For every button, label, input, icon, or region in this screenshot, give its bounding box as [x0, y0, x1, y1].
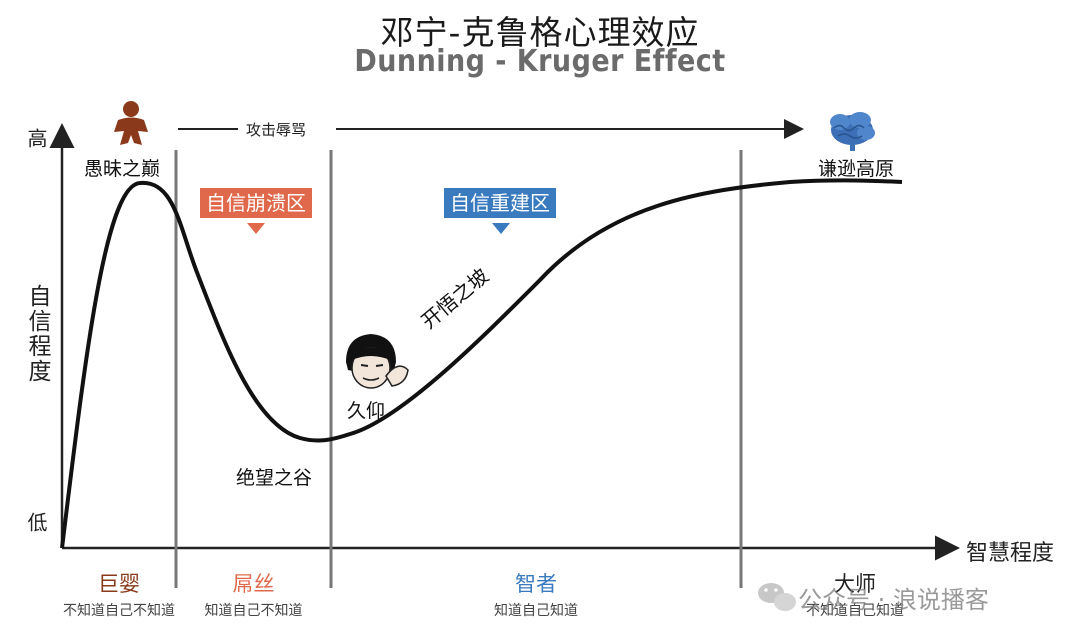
wechat-icon: [758, 583, 796, 611]
dunning-kruger-curve: [60, 178, 903, 549]
rebuild-zone-pointer: [492, 223, 510, 234]
level-3-name: 智者: [515, 572, 557, 596]
title-english: Dunning - Kruger Effect: [354, 44, 726, 79]
insult-arrow-label: 攻击辱骂: [246, 121, 307, 139]
y-axis-low: 低: [24, 512, 48, 532]
level-1-name: 巨婴: [98, 572, 140, 596]
collapse-zone-label: 自信崩溃区: [200, 188, 312, 218]
plateau-label: 谦逊高原: [818, 158, 895, 180]
y-axis-high: 高: [24, 128, 48, 148]
title-chinese: 邓宁-克鲁格心理效应: [380, 13, 700, 52]
meme-label: 久仰: [347, 400, 386, 422]
baby-icon: [114, 101, 148, 145]
collapse-zone-pointer: [247, 223, 265, 234]
valley-label: 绝望之谷: [236, 467, 313, 489]
watermark: 公众号 · 浪说播客: [798, 586, 989, 614]
rebuild-zone-label: 自信重建区: [444, 188, 556, 218]
level-1-desc: 不知道自己不知道: [63, 603, 175, 619]
level-2-desc: 知道自己不知道: [204, 603, 303, 619]
x-axis-label: 智慧程度: [966, 541, 1055, 566]
meme-face-icon: [346, 334, 409, 389]
level-3-desc: 知道自己知道: [494, 603, 578, 619]
brain-icon: [830, 112, 875, 151]
peak-label: 愚昧之巅: [84, 158, 161, 180]
level-4-desc: 不知道自己知道: [806, 603, 904, 619]
level-4-name: 大师: [834, 572, 876, 596]
level-2-name: 屌丝: [232, 572, 275, 596]
y-axis-label: 自信程度: [24, 284, 50, 384]
